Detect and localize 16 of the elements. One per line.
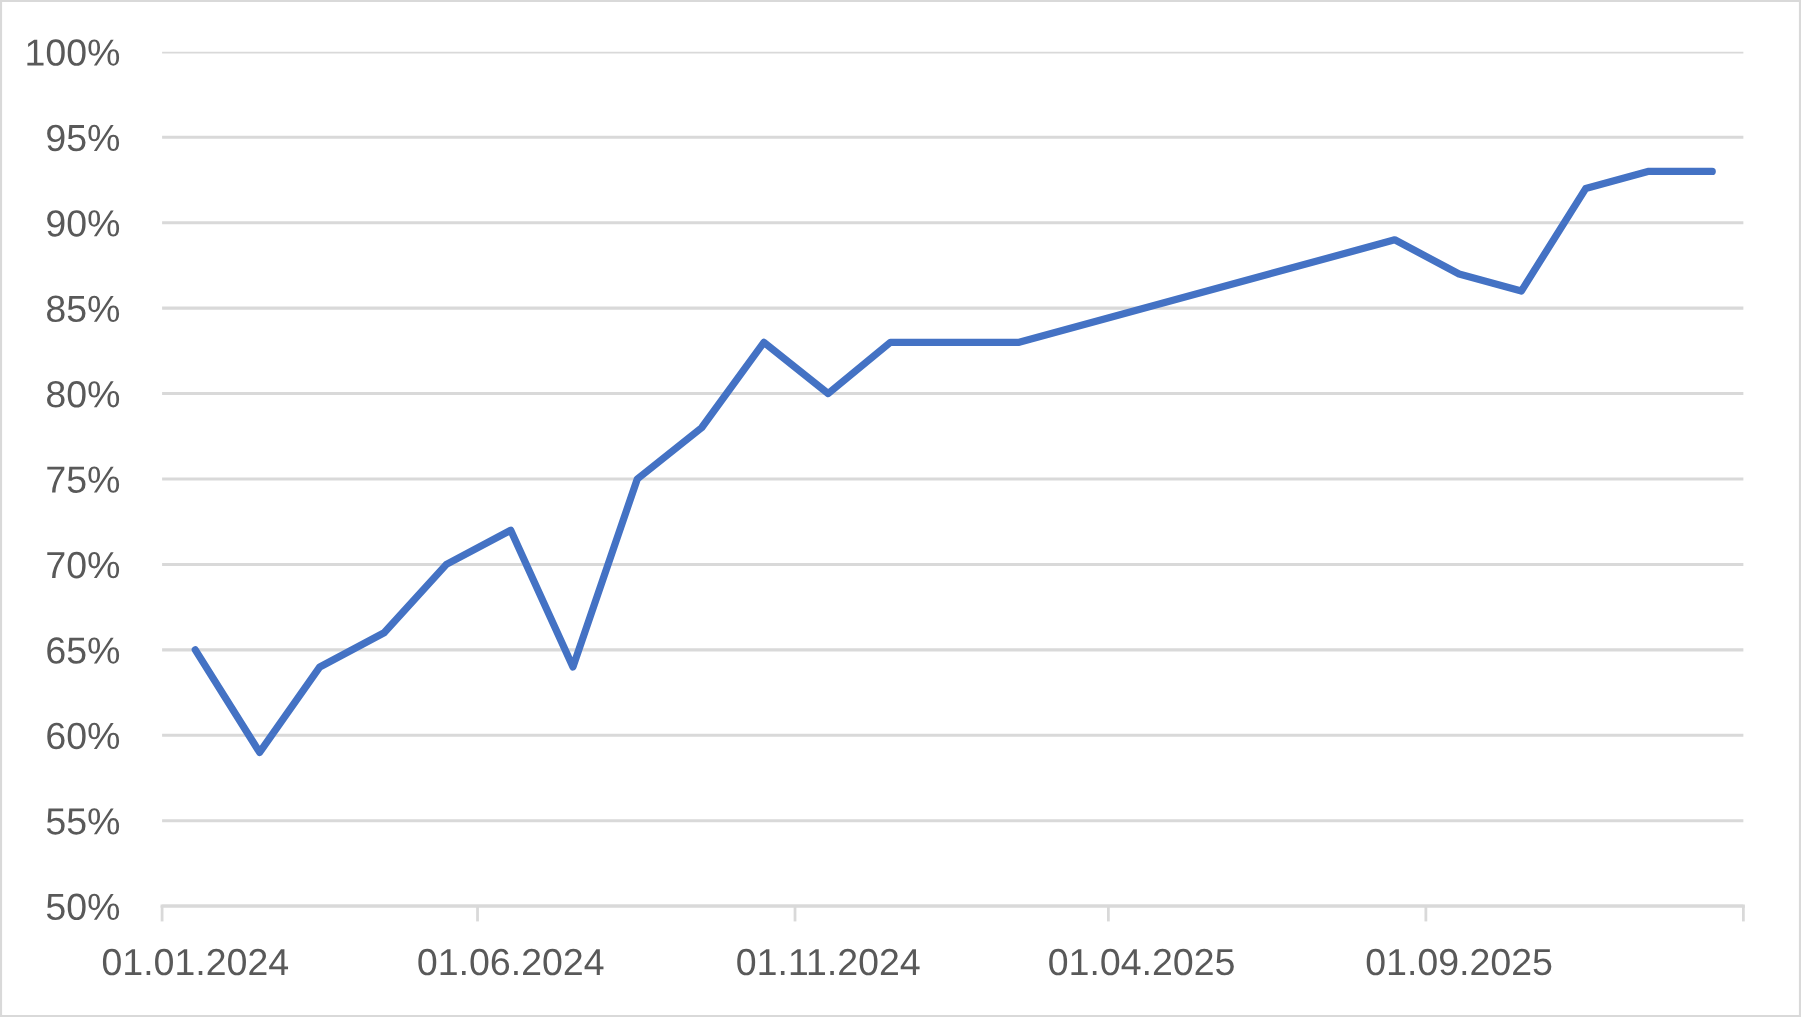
x-tick-label: 01.06.2024 bbox=[418, 948, 604, 976]
y-tick-label: 85% bbox=[47, 295, 120, 323]
x-tick-label: 01.11.2024 bbox=[737, 948, 920, 976]
y-tick-label: 50% bbox=[46, 893, 120, 921]
y-tick-label: 70% bbox=[47, 551, 120, 579]
y-tick-label: 60% bbox=[47, 722, 120, 750]
y-tick-label: 80% bbox=[47, 380, 120, 408]
y-tick-label: 95% bbox=[47, 124, 120, 152]
x-tick-label: 01.09.2025 bbox=[1366, 948, 1552, 976]
y-tick-label: 75% bbox=[47, 466, 120, 493]
x-tick-label: 01.01.2024 bbox=[102, 948, 289, 976]
x-tick-label: 01.04.2025 bbox=[1049, 948, 1234, 976]
y-tick-label: 90% bbox=[47, 210, 120, 237]
y-tick-label: 65% bbox=[47, 637, 120, 664]
y-tick-label: 55% bbox=[46, 808, 120, 835]
y-tick-label: 100% bbox=[27, 39, 120, 66]
